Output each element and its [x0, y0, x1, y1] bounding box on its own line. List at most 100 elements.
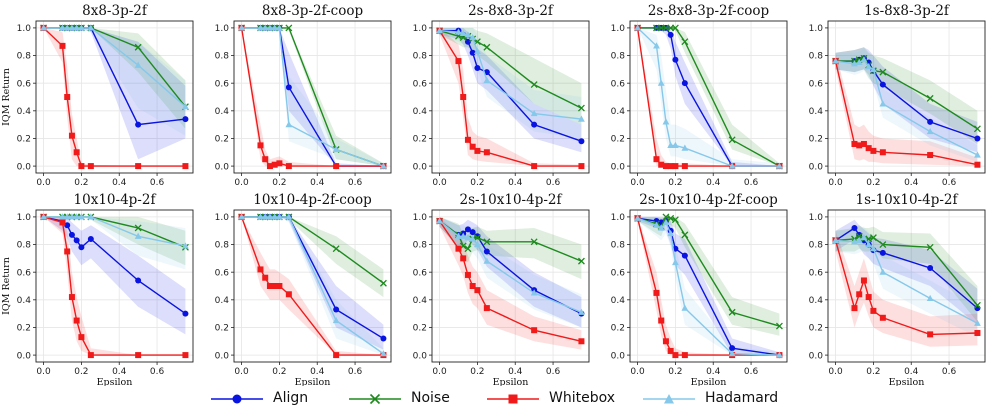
point-align: [474, 64, 481, 71]
x-tick-label: 0.2: [272, 178, 286, 188]
point-align: [135, 121, 142, 128]
point-hadamard: [879, 268, 887, 275]
point-hadamard: [974, 319, 981, 326]
point-whitebox: [182, 352, 189, 359]
point-hadamard: [832, 236, 839, 243]
point-hadamard: [271, 24, 279, 31]
subplot-title: 2s-8x8-3p-2f: [468, 3, 554, 19]
point-noise: [681, 231, 689, 239]
point-whitebox: [455, 58, 462, 65]
point-whitebox: [333, 163, 340, 170]
point-whitebox: [266, 283, 273, 289]
point-hadamard: [436, 217, 443, 224]
x-tick-label: 0.2: [272, 367, 286, 377]
point-whitebox: [64, 248, 71, 255]
point-whitebox: [271, 283, 278, 289]
x-tick-label: 0.2: [866, 367, 880, 377]
point-hadamard: [459, 232, 467, 239]
point-whitebox: [653, 156, 660, 163]
x-tick-label: 0.6: [150, 178, 165, 188]
x-axis-label: Epsilon: [889, 377, 925, 386]
band-hadamard: [43, 216, 186, 270]
band-whitebox: [439, 216, 582, 350]
point-hadamard: [40, 213, 47, 220]
legend-marker-x-icon: [369, 393, 381, 405]
point-hadamard: [578, 308, 585, 315]
point-hadamard: [776, 351, 783, 358]
point-hadamard: [266, 24, 274, 31]
axes-frame: [35, 209, 194, 363]
x-tick-label: 0.0: [828, 178, 843, 188]
point-align: [483, 248, 490, 255]
point-hadamard: [77, 213, 85, 220]
point-align: [380, 335, 387, 342]
band-whitebox: [835, 230, 978, 347]
point-whitebox: [851, 305, 858, 312]
point-align: [927, 118, 934, 125]
y-tick-label: 0.6: [611, 79, 626, 89]
point-hadamard: [87, 24, 95, 31]
y-tick-label: 0.8: [413, 241, 428, 251]
point-whitebox: [262, 156, 269, 163]
point-whitebox: [64, 94, 71, 100]
y-tick-label: 0.6: [809, 268, 824, 278]
point-whitebox: [469, 283, 476, 289]
point-hadamard: [926, 294, 934, 302]
x-tick-label: 0.0: [630, 367, 645, 377]
y-tick-label: 0.6: [809, 79, 824, 89]
point-hadamard: [73, 24, 81, 31]
point-whitebox: [135, 163, 142, 170]
point-whitebox: [87, 163, 94, 170]
plot-area: [36, 210, 193, 362]
point-whitebox: [856, 142, 863, 149]
point-hadamard: [59, 24, 66, 31]
subplot-9: 0.0 0.2 0.4 0.6 0.0 0.2 0.4 0.6 0.8 1.0 2s-10x10-4…: [611, 192, 788, 386]
point-hadamard: [483, 76, 491, 84]
y-tick-label: 1.0: [809, 24, 824, 34]
point-whitebox: [653, 289, 660, 296]
y-tick-label: 0.8: [413, 52, 428, 62]
point-whitebox: [73, 149, 80, 156]
point-whitebox: [276, 283, 283, 289]
y-tick-label: 0.8: [17, 241, 32, 251]
point-align: [531, 121, 538, 128]
point-align: [927, 265, 934, 272]
point-hadamard: [469, 235, 477, 242]
band-align: [43, 27, 186, 160]
point-whitebox: [474, 287, 481, 294]
point-whitebox: [78, 334, 85, 341]
x-tick-label: 0.0: [630, 178, 645, 188]
point-noise: [728, 136, 736, 144]
point-hadamard: [257, 24, 264, 31]
point-whitebox: [856, 291, 863, 298]
point-hadamard: [869, 65, 877, 72]
subplot-title: 1s-10x10-4p-2f: [856, 192, 959, 208]
y-tick-label: 0.0: [611, 162, 626, 172]
point-whitebox: [135, 352, 142, 359]
subplot-3: 0.0 0.2 0.4 0.6 0.0 0.2 0.4 0.6 0.8 1.0 2s-8x8-3p-…: [413, 3, 590, 188]
point-hadamard: [261, 213, 269, 220]
point-hadamard: [776, 162, 783, 169]
axes-frame: [431, 20, 590, 174]
point-hadamard: [469, 33, 477, 41]
band-hadamard: [241, 27, 384, 167]
point-hadamard: [332, 316, 340, 324]
point-whitebox: [87, 352, 94, 359]
subplot-4: 0.0 0.2 0.4 0.6 0.0 0.2 0.4 0.6 0.8 1.0 2s-8x8-3p-…: [611, 3, 788, 188]
point-whitebox: [662, 163, 669, 170]
y-tick-label: 0.6: [215, 79, 230, 89]
point-whitebox: [182, 163, 189, 170]
y-axis-label: IQM Return: [1, 68, 12, 126]
point-whitebox: [474, 147, 481, 154]
point-align: [469, 49, 476, 56]
point-whitebox: [658, 317, 665, 324]
point-hadamard: [832, 57, 839, 64]
point-hadamard: [285, 213, 293, 220]
subplot-5: 0.0 0.2 0.4 0.6 0.0 0.2 0.4 0.6 0.8 1.0 1s-8x8-3p-…: [809, 3, 986, 188]
y-tick-label: 0.6: [413, 79, 428, 89]
axes-frame: [827, 209, 986, 363]
point-hadamard: [464, 31, 472, 38]
point-hadamard: [261, 24, 269, 31]
x-tick-label: 0.4: [112, 178, 127, 188]
point-whitebox: [531, 327, 538, 334]
